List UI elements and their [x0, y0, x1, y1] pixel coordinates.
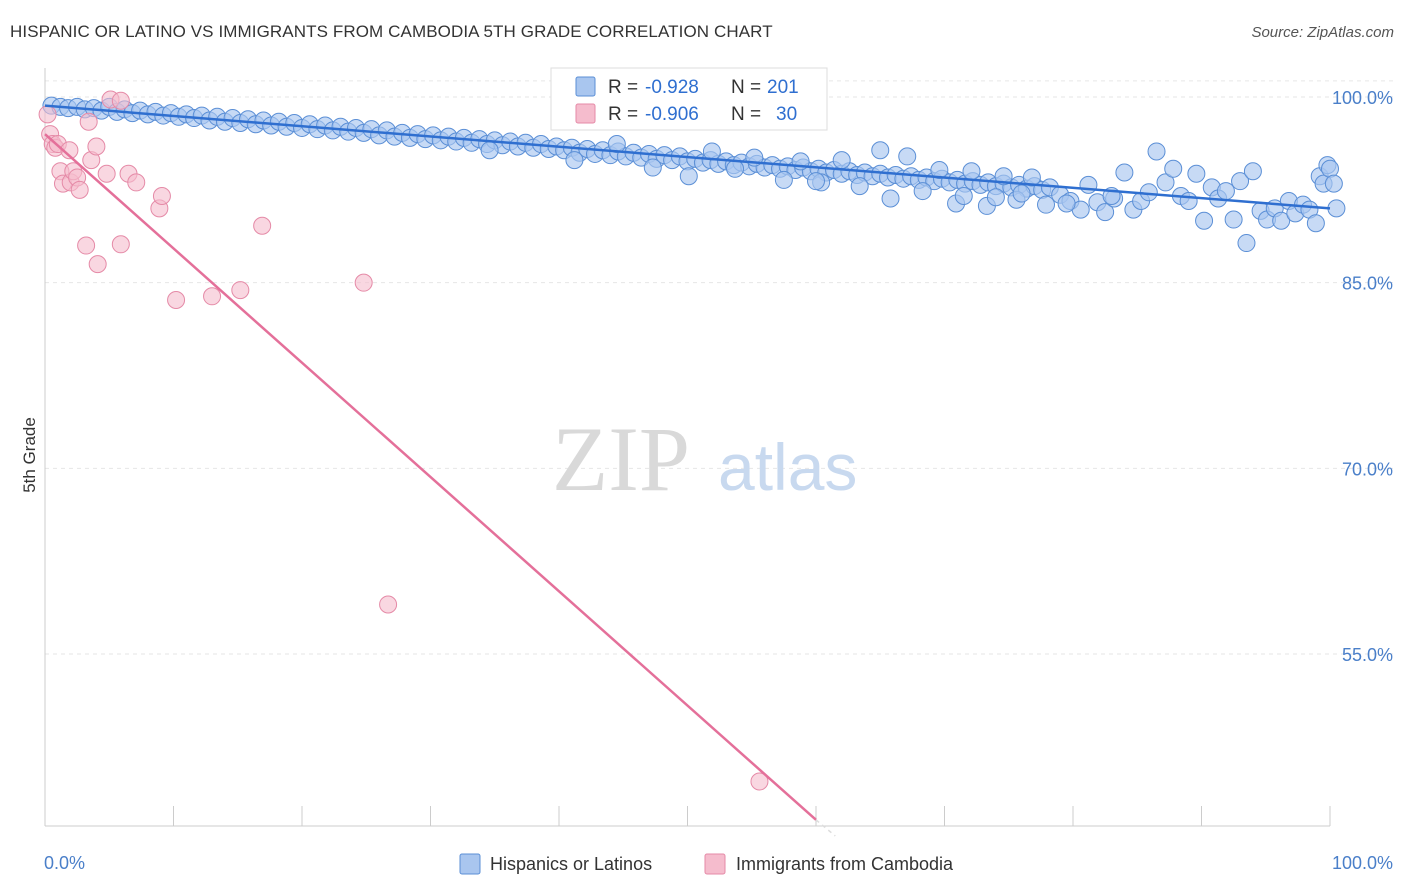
hispanics-point [1321, 159, 1339, 178]
hispanics-point [1022, 168, 1041, 187]
hispanics-point [774, 170, 793, 189]
cambodia-trend-line [44, 133, 817, 821]
cambodia-point [38, 105, 57, 124]
hispanics-point [954, 187, 973, 206]
hispanics-point [1306, 214, 1325, 233]
trend-lines [44, 104, 1331, 837]
hispanics-point [1115, 163, 1134, 182]
hispanics-point [994, 167, 1013, 186]
hispanics-trend-line [44, 104, 1331, 210]
hispanics-point [1147, 142, 1166, 161]
stats-box: R = -0.928 N = 201 R = -0.906 N = 30 [550, 67, 828, 131]
hispanics-point [726, 159, 745, 178]
stats-pink-n-label: N = [731, 104, 761, 125]
y-tick-label: 55.0% [1342, 645, 1393, 665]
hispanics-point [930, 161, 949, 180]
hispanics-point [807, 172, 825, 191]
hispanics-point [643, 158, 662, 177]
y-tick-label: 100.0% [1332, 88, 1393, 108]
legend: Hispanics or Latinos Immigrants from Cam… [459, 853, 954, 875]
hispanics-point [1156, 173, 1175, 192]
cambodia-point [111, 91, 130, 110]
hispanics-point [1037, 195, 1056, 214]
legend-label-cambodia: Immigrants from Cambodia [736, 854, 954, 874]
hispanics-point [1096, 203, 1115, 222]
cambodia-point [60, 141, 79, 160]
hispanics-point [1237, 234, 1256, 253]
hispanics-point [1231, 172, 1250, 191]
stats-pink-r-label: R = [608, 104, 638, 125]
legend-label-hispanics: Hispanics or Latinos [490, 854, 652, 874]
hispanics-point [1079, 175, 1098, 194]
source-credit: Source: ZipAtlas.com [1251, 24, 1394, 41]
hispanics-point [832, 151, 851, 170]
hispanics-point [1216, 182, 1235, 201]
hispanics-point [962, 162, 981, 181]
cambodia-point [379, 595, 398, 614]
cambodia-point [127, 173, 146, 192]
cambodia-trend-extension [815, 819, 836, 837]
y-tick-label: 85.0% [1342, 274, 1393, 294]
hispanics-point [850, 177, 869, 196]
hispanics-point [1243, 162, 1262, 181]
legend-swatch-hispanics [459, 853, 481, 875]
axes [44, 68, 1331, 827]
cambodia-point [203, 287, 222, 306]
series-cambodia-points [38, 90, 769, 791]
y-tick-label: 70.0% [1342, 459, 1393, 479]
stats-blue-n-label: N = [731, 77, 761, 98]
cambodia-point [231, 281, 250, 300]
watermark-zip: ZIP [552, 408, 690, 510]
hispanics-point [480, 141, 499, 160]
watermark-atlas: atlas [718, 430, 857, 504]
hispanics-point [898, 147, 917, 166]
hispanics-point [1272, 211, 1291, 230]
hispanics-point [1224, 210, 1243, 229]
stats-blue-n-value: 201 [767, 77, 799, 98]
hispanics-point [1012, 184, 1031, 203]
legend-swatch-cambodia [704, 853, 726, 875]
cambodia-point [77, 236, 96, 255]
hispanics-point [871, 141, 890, 160]
x-tick-labels: 0.0% 100.0% [44, 853, 1393, 873]
x-tick-label: 100.0% [1332, 853, 1393, 873]
hispanics-point [1195, 211, 1214, 230]
chart-title: HISPANIC OR LATINO VS IMMIGRANTS FROM CA… [10, 22, 773, 41]
cambodia-point [253, 216, 272, 235]
cambodia-point [152, 187, 171, 206]
hispanics-point [986, 188, 1005, 207]
cambodia-point [79, 112, 98, 131]
stats-pink-swatch [575, 103, 596, 124]
y-tick-labels: 55.0% 70.0% 85.0% 100.0% [1332, 88, 1393, 665]
hispanics-point [1324, 174, 1343, 193]
hispanics-point [679, 167, 698, 186]
cambodia-point [111, 235, 130, 254]
stats-pink-n-value: 30 [776, 104, 797, 125]
x-tick-label: 0.0% [44, 853, 85, 873]
cambodia-point [354, 273, 373, 292]
stats-blue-swatch [575, 76, 596, 97]
stats-pink-r-value: -0.906 [645, 104, 699, 125]
cambodia-point [70, 180, 89, 199]
watermark: ZIP atlas [552, 408, 857, 510]
hispanics-point [1179, 191, 1198, 210]
stats-blue-r-label: R = [608, 77, 638, 98]
hispanics-point [1327, 199, 1346, 218]
cambodia-point [87, 137, 106, 156]
cambodia-point [750, 772, 769, 791]
y-axis-label: 5th Grade [20, 417, 39, 493]
hispanics-point [881, 189, 900, 208]
hispanics-point [1187, 164, 1206, 183]
cambodia-point [88, 255, 107, 274]
hispanics-point [565, 151, 584, 170]
hispanics-point [1164, 159, 1183, 178]
hispanics-point [913, 182, 932, 201]
hispanics-point [1057, 194, 1076, 213]
stats-blue-r-value: -0.928 [645, 77, 699, 98]
cambodia-point [167, 290, 186, 309]
cambodia-point [97, 164, 116, 183]
